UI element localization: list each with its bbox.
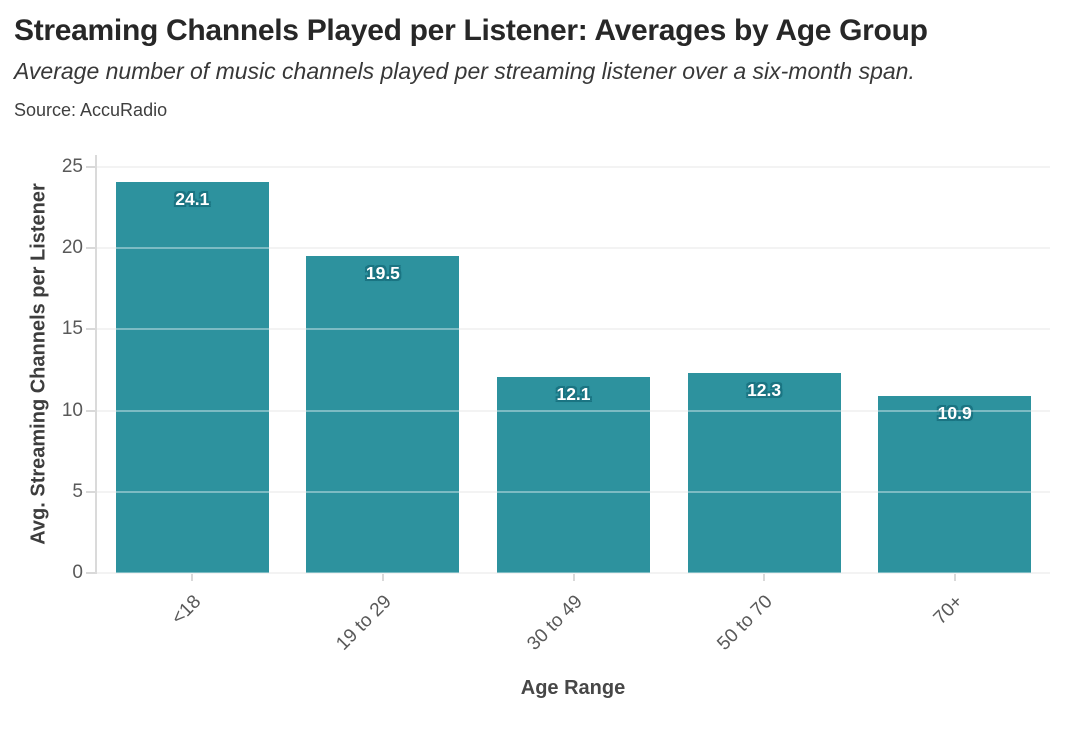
bar-value-label: 24.1: [175, 188, 210, 209]
source-note: Source: AccuRadio: [14, 100, 168, 120]
y-tick-mark: [86, 247, 95, 250]
y-tick-mark: [86, 572, 95, 574]
x-tick-label: <18: [167, 591, 206, 629]
gridline: [97, 166, 1050, 168]
x-tick-mark: [381, 574, 384, 581]
y-tick-label: 5: [72, 480, 83, 502]
bar: 24.1: [115, 181, 269, 573]
gridline-overlay: [97, 409, 1050, 412]
gridline-overlay: [97, 490, 1050, 493]
bar-value-label: 12.3: [747, 380, 782, 401]
x-tick-label: 19 to 29: [332, 591, 396, 655]
y-tick-label: 0: [72, 562, 83, 583]
y-tick-label: 20: [61, 237, 83, 259]
x-tick-mark: [953, 574, 956, 581]
gridline-overlay: [97, 328, 1050, 331]
y-tick-mark: [86, 409, 95, 412]
gridline-overlay: [97, 572, 1050, 574]
gridline: [97, 572, 1050, 574]
y-tick-label: 15: [61, 318, 83, 340]
bar: 10.9: [878, 395, 1032, 573]
bar-value-label: 10.9: [937, 402, 972, 423]
y-tick-mark: [86, 490, 95, 493]
y-tick-mark: [86, 328, 95, 331]
chart-subtitle: Average number of music channels played …: [14, 58, 915, 84]
gridline: [97, 247, 1050, 250]
y-axis-line: [95, 155, 97, 574]
bar: 12.1: [497, 376, 650, 573]
bar: 12.3: [687, 373, 841, 573]
x-tick-mark: [572, 574, 575, 581]
bar-value-label: 12.1: [556, 383, 591, 404]
x-tick-label: 30 to 49: [523, 591, 587, 655]
y-tick-mark: [86, 166, 95, 168]
bar: 19.5: [306, 256, 460, 573]
page-title: Streaming Channels Played per Listener: …: [14, 14, 928, 47]
gridline-overlay: [97, 247, 1050, 250]
y-tick-label: 10: [61, 399, 83, 421]
x-tick-label: 50 to 70: [713, 591, 778, 655]
y-tick-label: 25: [61, 156, 83, 177]
x-axis-title: Age Range: [520, 677, 626, 699]
bar-value-label: 19.5: [365, 263, 400, 284]
gridline-overlay: [97, 166, 1050, 168]
gridline: [97, 328, 1050, 331]
plot-area: 24.1 19.5 12.1 12.3 10.9 0 5 10 15 20 25 <18 19 to …: [62, 155, 1050, 655]
x-tick-mark: [763, 574, 766, 581]
x-tick-mark: [191, 574, 194, 581]
x-tick-label: 70+: [930, 591, 968, 629]
